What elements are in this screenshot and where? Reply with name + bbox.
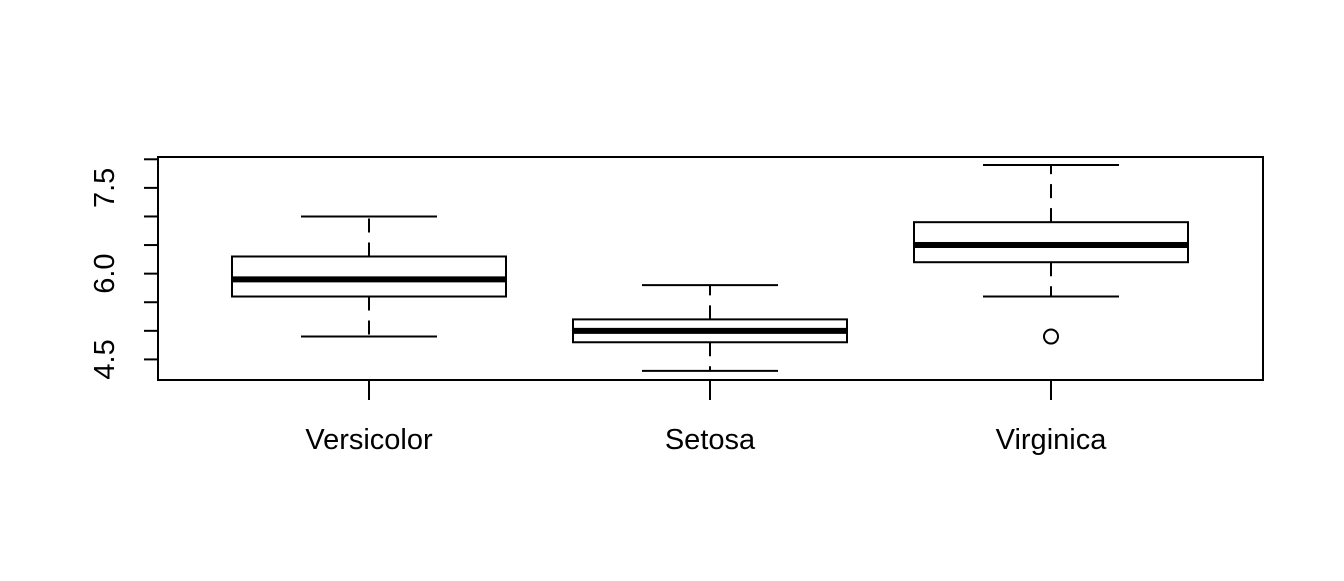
x-tick-label: Virginica [996, 424, 1108, 456]
x-tick-label: Setosa [665, 424, 756, 456]
x-tick-label: Versicolor [305, 424, 433, 456]
y-tick-label: 6.0 [89, 253, 121, 293]
y-tick-label: 4.5 [89, 339, 121, 379]
outlier-point [1043, 328, 1059, 345]
y-tick-label: 7.5 [89, 168, 121, 208]
